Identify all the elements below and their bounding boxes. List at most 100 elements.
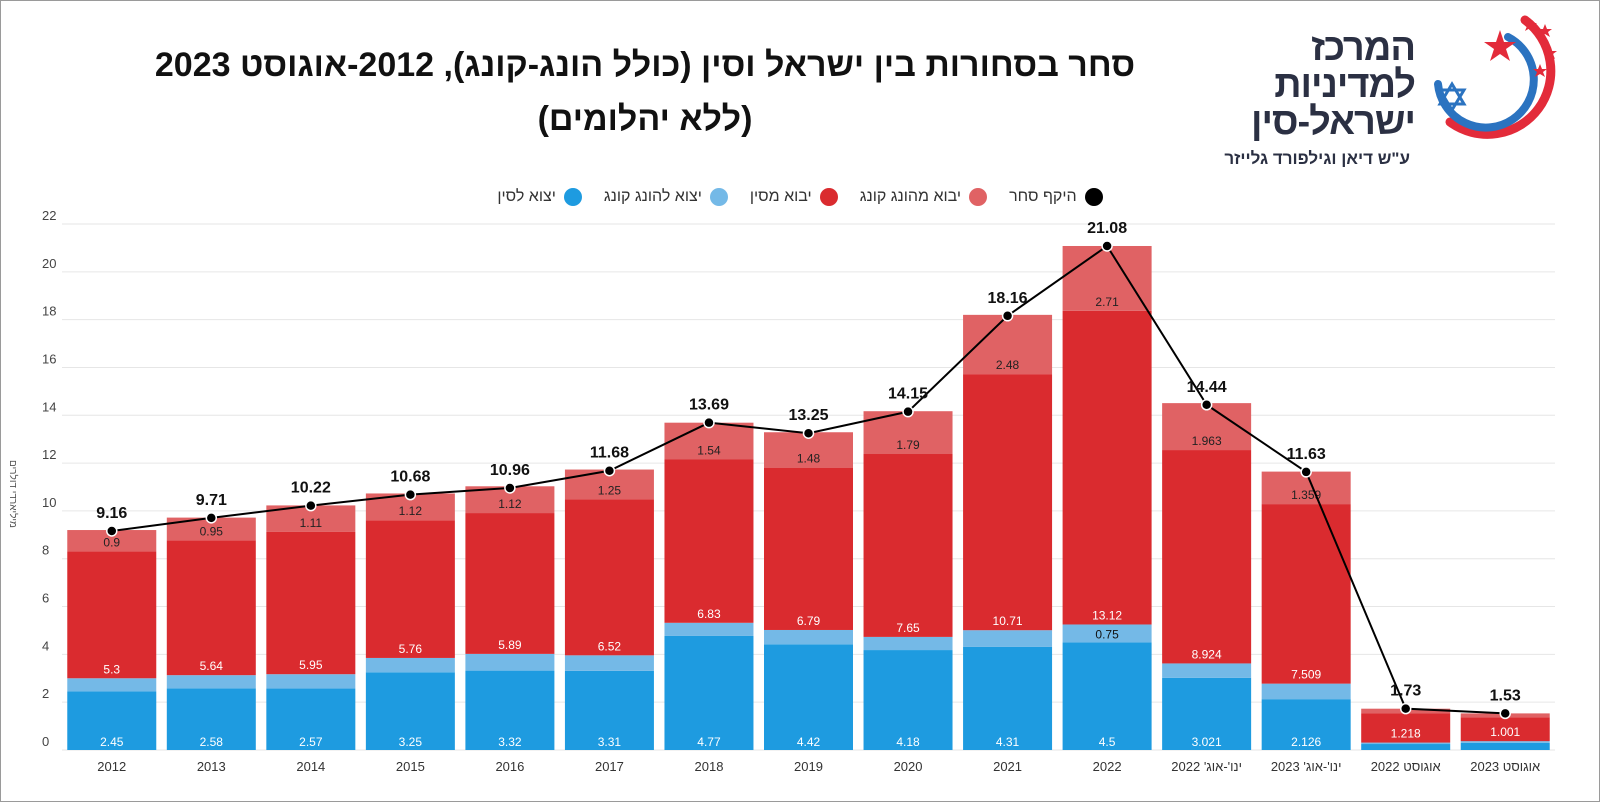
trade-volume-label: 1.53 xyxy=(1490,687,1521,704)
bar-segment xyxy=(166,540,256,676)
bar-segment xyxy=(1460,717,1550,742)
legend-label: יבוא מסין xyxy=(749,188,812,205)
trade-volume-point xyxy=(1101,240,1113,252)
bar-segment xyxy=(1261,699,1351,750)
y-tick-label: 0 xyxy=(42,734,49,749)
chart-title: סחר בסחורות בין ישראל וסין (כולל הונג-קו… xyxy=(120,38,1170,146)
x-tick-label: 2016 xyxy=(495,759,524,774)
x-tick-label: 2017 xyxy=(595,759,624,774)
data-label: 3.31 xyxy=(598,735,622,749)
data-label: 1.48 xyxy=(797,452,821,466)
legend-item-import-hk: יבוא מהונג קונג xyxy=(859,188,988,206)
data-label: 2.48 xyxy=(996,358,1020,372)
data-label: 2.45 xyxy=(100,735,124,749)
bar-segment xyxy=(266,531,356,675)
data-label: 0.75 xyxy=(1095,627,1119,641)
x-tick-label: 2020 xyxy=(894,759,923,774)
bar-segment xyxy=(764,467,853,630)
data-label: 13.12 xyxy=(1092,608,1122,622)
data-label: 5.3 xyxy=(103,662,120,676)
bar-segment xyxy=(465,513,555,654)
trade-volume-point xyxy=(703,416,715,429)
data-label: 7.509 xyxy=(1291,668,1321,682)
legend-swatch xyxy=(969,188,988,206)
data-label: 4.18 xyxy=(896,735,920,749)
chart-title-line2: (ללא יהלומים) xyxy=(537,100,753,138)
y-tick-label: 10 xyxy=(42,495,56,510)
bar-segment xyxy=(166,517,256,541)
logo-text: המרכז למדיניות ישראל-סין xyxy=(1251,29,1416,143)
trade-volume-point xyxy=(603,464,616,477)
data-label: 6.52 xyxy=(598,639,622,653)
trade-volume-point xyxy=(106,525,118,537)
logo: המרכז למדיניות ישראל-סין ע"ש דיאן וגילפו… xyxy=(1224,12,1585,168)
trade-volume-label: 18.16 xyxy=(988,290,1028,307)
x-tick-label: 2018 xyxy=(695,759,724,774)
bar-segment xyxy=(1460,741,1550,743)
trade-volume-label: 10.22 xyxy=(291,480,331,497)
data-label: 8.924 xyxy=(1192,647,1222,661)
bar-segment xyxy=(67,691,157,750)
bar-segment xyxy=(67,551,157,679)
trade-volume-label: 10.96 xyxy=(490,462,530,479)
data-label: 4.5 xyxy=(1099,735,1116,749)
logo-line3: ישראל-סין xyxy=(1251,101,1416,143)
bar-segment xyxy=(564,499,654,656)
bar-segment xyxy=(1162,663,1252,678)
trade-volume-label: 11.68 xyxy=(590,445,629,462)
legend-item-import-china: יבוא מסין xyxy=(750,188,838,206)
data-label: 6.79 xyxy=(797,614,821,628)
chart-title-line1: סחר בסחורות בין ישראל וסין (כולל הונג-קו… xyxy=(154,46,1136,84)
bar-segment xyxy=(764,629,853,645)
y-tick-label: 2 xyxy=(42,686,49,701)
legend-item-export-hk: יצוא להונג קונג xyxy=(604,188,728,206)
data-label: 1.12 xyxy=(399,504,423,518)
bar-segment xyxy=(664,422,754,460)
data-label: 2.71 xyxy=(1095,295,1119,309)
x-tick-label: 2015 xyxy=(396,759,425,774)
data-label: 1.963 xyxy=(1192,434,1222,448)
data-label: 1.79 xyxy=(896,438,920,452)
y-tick-label: 20 xyxy=(42,256,56,271)
bar-segment xyxy=(764,644,853,750)
bar-segment xyxy=(863,454,953,637)
data-label: 3.021 xyxy=(1192,735,1222,749)
bar-segment xyxy=(1460,742,1550,750)
bar-segment xyxy=(266,688,356,750)
data-label: 2.58 xyxy=(200,735,224,749)
bar-segment xyxy=(1062,310,1152,625)
bar-segment xyxy=(564,655,654,671)
trade-volume-point xyxy=(404,488,417,501)
data-label: 5.64 xyxy=(200,659,224,673)
trade-volume-label: 13.25 xyxy=(788,407,828,424)
trade-volume-point xyxy=(205,512,218,524)
bar-segment xyxy=(1162,677,1252,750)
x-tick-label: 2022 xyxy=(1093,759,1122,774)
x-tick-label: אוגוסט 2023 xyxy=(1470,759,1540,774)
bar-segment xyxy=(1261,504,1351,684)
logo-emblem-icon xyxy=(1434,15,1557,139)
data-label: 4.42 xyxy=(797,735,821,749)
y-tick-label: 14 xyxy=(42,399,56,414)
data-label: 3.32 xyxy=(498,735,522,749)
star-of-david-icon xyxy=(1437,81,1467,113)
x-tick-label: 2019 xyxy=(794,759,823,774)
trade-volume-label: 9.16 xyxy=(96,505,127,522)
trade-volume-point xyxy=(1499,707,1511,720)
bar-segment xyxy=(67,678,157,692)
x-tick-label: 2013 xyxy=(197,759,226,774)
y-tick-label: 4 xyxy=(42,638,49,653)
trade-volume-label: 21.08 xyxy=(1087,220,1127,237)
bar-segment xyxy=(963,630,1053,647)
trade-volume-label: 14.15 xyxy=(888,386,928,403)
trade-volume-point xyxy=(1200,399,1213,411)
data-label: 1.12 xyxy=(498,497,522,511)
legend-label: יצוא לסין xyxy=(497,188,556,205)
trade-volume-point xyxy=(305,499,317,512)
y-tick-label: 6 xyxy=(42,591,49,606)
data-label: 2.126 xyxy=(1291,735,1321,749)
bar-segment xyxy=(365,657,455,673)
y-tick-label: 22 xyxy=(42,208,56,223)
legend-label: יבוא מהונג קונג xyxy=(859,188,962,205)
data-label: 5.89 xyxy=(498,638,522,652)
